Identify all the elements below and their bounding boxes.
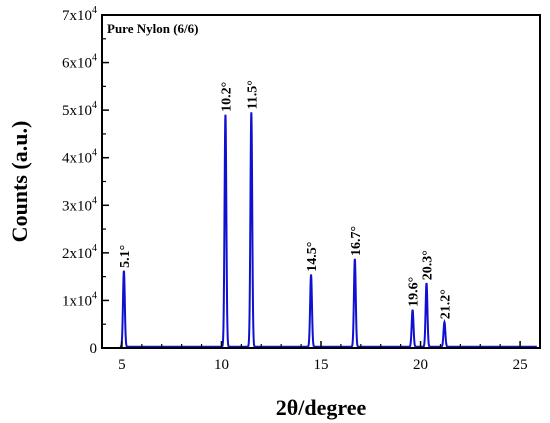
series-line — [119, 112, 537, 348]
x-tick-label: 25 — [513, 357, 528, 373]
y-tick-label: 4x104 — [62, 148, 97, 167]
y-tick-label: 2x104 — [62, 243, 97, 262]
plot-frame — [101, 14, 541, 349]
y-tick-label: 0 — [90, 341, 98, 357]
y-tick-label: 3x104 — [62, 195, 97, 214]
peak-label: 11.5° — [245, 80, 260, 109]
y-tick-label: 6x104 — [62, 53, 97, 72]
y-tick-label: 5x104 — [62, 100, 97, 119]
y-tick-label: 1x104 — [62, 290, 97, 309]
x-tick-label: 10 — [214, 357, 229, 373]
y-axis-title: Counts (a.u.) — [7, 121, 32, 243]
x-axis-title: 2θ/degree — [276, 395, 367, 420]
peak-label: 14.5° — [305, 242, 320, 272]
x-tick-label: 15 — [314, 357, 329, 373]
peak-label: 5.1° — [118, 245, 133, 268]
legend-label: Pure Nylon (6/6) — [107, 21, 198, 36]
peak-label: 16.7° — [349, 226, 364, 256]
peak-label: 19.6° — [407, 277, 422, 307]
x-tick-label: 5 — [118, 357, 126, 373]
peak-label: 21.2° — [438, 289, 453, 319]
y-tick-label: 7x104 — [62, 5, 97, 24]
x-tick-label: 20 — [413, 357, 428, 373]
peak-label: 10.2° — [219, 82, 234, 112]
peak-label: 20.3° — [421, 250, 436, 280]
